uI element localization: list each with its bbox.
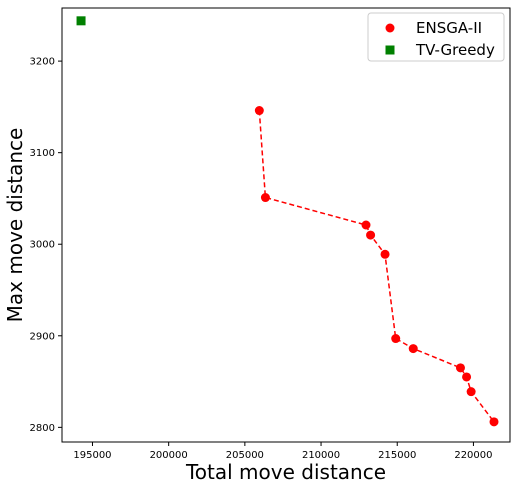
ensga-ii-point — [391, 334, 401, 344]
ensga-ii-point — [366, 230, 376, 240]
y-tick-label: 3100 — [30, 148, 55, 159]
ensga-ii-point — [466, 387, 476, 397]
legend-tvgreedy-marker — [385, 45, 395, 55]
ensga-ii-point — [489, 417, 499, 427]
x-tick-label: 220000 — [454, 450, 492, 461]
tv-greedy-point — [76, 16, 86, 26]
x-tick-label: 200000 — [150, 450, 188, 461]
y-tick-label: 3200 — [30, 57, 55, 68]
x-tick-label: 210000 — [302, 450, 340, 461]
ensga-ii-point — [455, 363, 465, 373]
y-tick-label: 3000 — [30, 240, 55, 251]
series-lines — [258, 110, 495, 423]
markers — [76, 16, 499, 427]
x-axis-label: Total move distance — [185, 460, 386, 484]
legend-tvgreedy-label: TV-Greedy — [415, 41, 495, 59]
ensga-ii-point — [254, 106, 264, 116]
ticks: 195000 200000 205000 210000 215000 220000 2800… — [30, 57, 493, 461]
plot-area — [61, 7, 511, 443]
ensga-ii-line — [258, 110, 495, 423]
ensga-ii-point — [408, 344, 418, 354]
legend-ensga-marker — [385, 23, 395, 33]
ensga-ii-point — [361, 220, 371, 230]
ensga-ii-point — [380, 249, 390, 259]
legend: ENSGA-II TV-Greedy — [367, 12, 505, 62]
ensga-ii-point — [462, 372, 472, 382]
y-tick-label: 2800 — [30, 423, 55, 434]
legend-frame — [367, 12, 505, 62]
ensga-ii-point — [260, 193, 270, 203]
legend-ensga-label: ENSGA-II — [416, 19, 482, 37]
x-tick-label: 215000 — [378, 450, 416, 461]
y-tick-label: 2900 — [30, 331, 55, 342]
y-axis-label: Max move distance — [3, 128, 27, 323]
x-tick-label: 195000 — [73, 450, 111, 461]
x-tick-label: 205000 — [226, 450, 264, 461]
